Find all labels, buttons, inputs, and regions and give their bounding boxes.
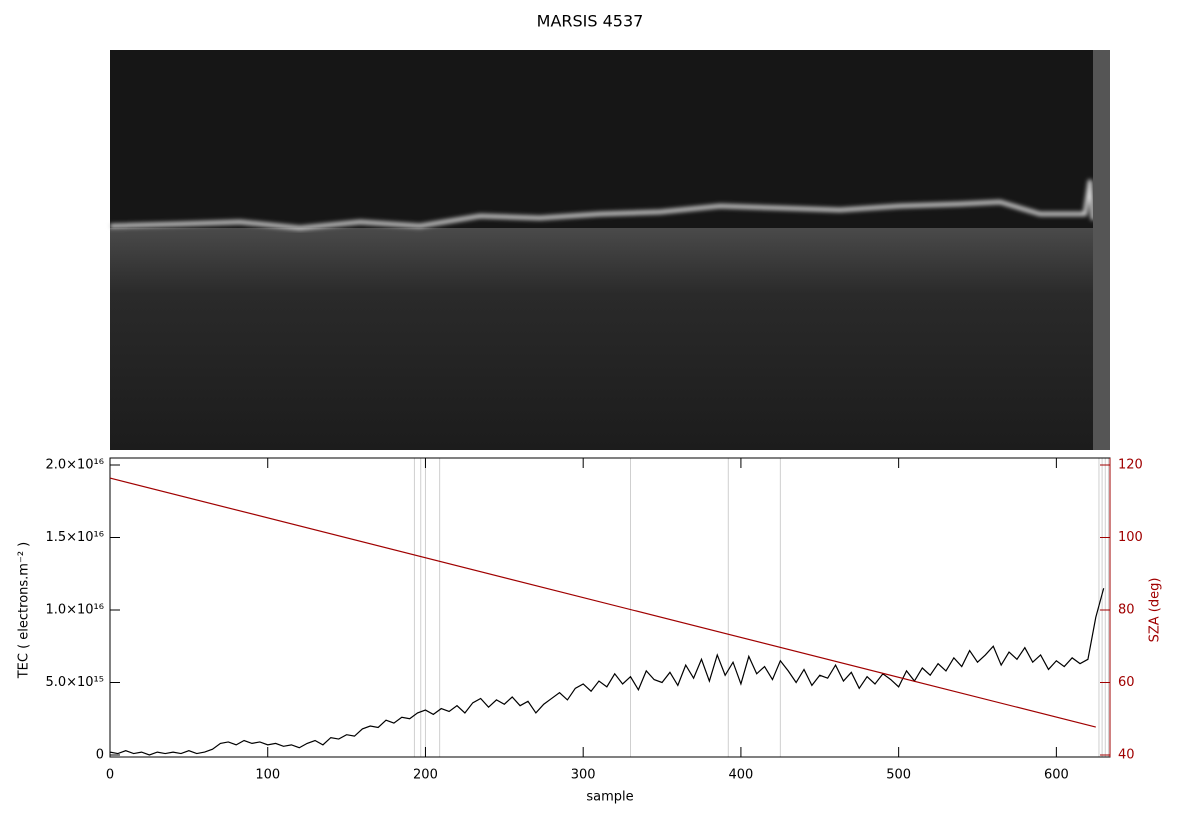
y2-tick-label: 120 [1118, 458, 1143, 473]
y-tick-label: 2.0×10¹⁶ [45, 458, 104, 473]
y2-axis-label: SZA (deg) [1148, 578, 1163, 643]
x-tick-label: 100 [255, 768, 280, 783]
x-tick-label: 500 [886, 768, 911, 783]
y2-tick-label: 60 [1118, 675, 1135, 690]
y2-tick-label: 100 [1118, 530, 1143, 545]
y-axis-label: TEC ( electrons.m⁻² ) [17, 542, 32, 680]
y-tick-label: 5.0×10¹⁵ [45, 675, 104, 690]
radargram [109, 50, 1110, 450]
y-tick-label: 1.0×10¹⁶ [45, 603, 104, 618]
x-tick-label: 600 [1044, 768, 1069, 783]
chart-title: MARSIS 4537 [537, 12, 644, 31]
x-tick-label: 400 [729, 768, 754, 783]
y-tick-label: 1.5×10¹⁶ [45, 530, 104, 545]
plot-frame [109, 457, 1111, 758]
x-tick-label: 0 [106, 768, 114, 783]
y-tick-label: 0 [96, 748, 104, 763]
x-tick-label: 300 [571, 768, 596, 783]
y2-tick-label: 40 [1118, 748, 1135, 763]
y2-tick-label: 80 [1118, 603, 1135, 618]
x-tick-label: 200 [413, 768, 438, 783]
series-line [109, 588, 1105, 756]
x-axis-label: sample [586, 790, 633, 805]
series-line [109, 477, 1096, 728]
